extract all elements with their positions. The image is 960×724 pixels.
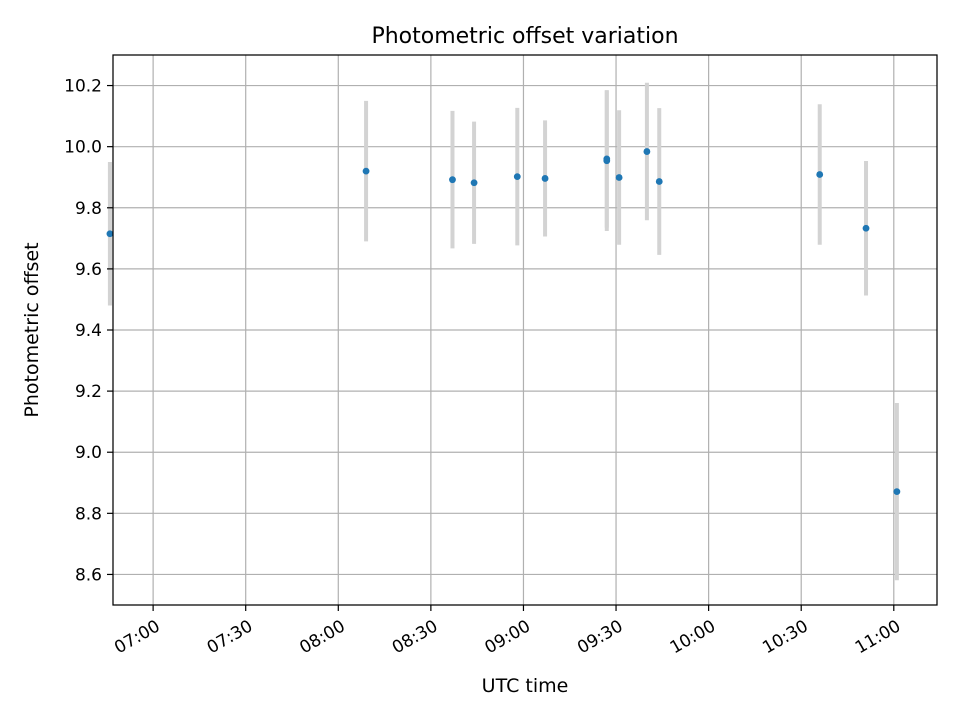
data-point <box>643 148 651 155</box>
data-point <box>615 174 623 181</box>
data-point <box>362 167 370 175</box>
y-axis-label: Photometric offset <box>21 242 43 417</box>
chart-title: Photometric offset variation <box>371 24 678 49</box>
y-tick-label: 9.4 <box>75 321 102 341</box>
grid-layer <box>113 55 937 605</box>
y-tick-label: 8.6 <box>75 565 102 585</box>
y-tick-label: 10.0 <box>64 138 102 158</box>
data-point <box>513 173 521 181</box>
point-layer <box>106 148 901 496</box>
data-point <box>816 171 824 178</box>
y-tick-label: 9.2 <box>75 382 102 402</box>
data-point <box>655 178 663 185</box>
data-point <box>470 179 478 187</box>
y-tick-label: 9.0 <box>75 443 102 463</box>
data-point <box>541 175 549 182</box>
data-point <box>862 224 870 232</box>
data-point <box>106 230 114 238</box>
data-point <box>449 176 456 184</box>
data-point <box>893 488 901 496</box>
x-axis-label: UTC time <box>482 675 569 697</box>
data-point <box>603 157 611 165</box>
y-tick-label: 9.6 <box>75 260 102 280</box>
y-tick-label: 9.8 <box>75 199 102 219</box>
y-tick-label: 10.2 <box>64 77 102 97</box>
y-tick-label: 8.8 <box>75 504 102 524</box>
